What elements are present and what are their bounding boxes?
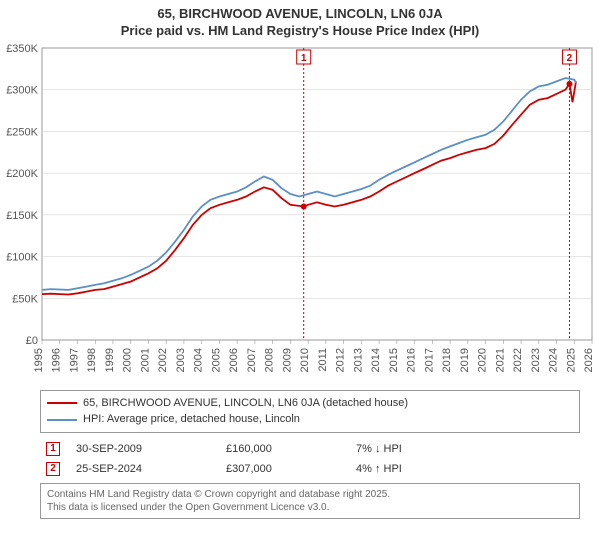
event-row: 2 25-SEP-2024 £307,000 4% ↑ HPI xyxy=(40,459,580,479)
event-delta: 7% ↓ HPI xyxy=(350,439,580,459)
svg-text:2020: 2020 xyxy=(477,348,489,372)
svg-text:2015: 2015 xyxy=(388,348,400,372)
svg-text:2007: 2007 xyxy=(246,348,258,372)
svg-text:£200K: £200K xyxy=(6,168,38,180)
svg-text:2008: 2008 xyxy=(264,348,276,372)
title-line-1: 65, BIRCHWOOD AVENUE, LINCOLN, LN6 0JA xyxy=(0,6,600,23)
svg-text:2025: 2025 xyxy=(565,348,577,372)
svg-text:2022: 2022 xyxy=(512,348,524,372)
footer-attribution: Contains HM Land Registry data © Crown c… xyxy=(40,483,580,519)
svg-text:2024: 2024 xyxy=(548,348,560,372)
events-table: 1 30-SEP-2009 £160,000 7% ↓ HPI 2 25-SEP… xyxy=(40,439,580,479)
event-date: 25-SEP-2024 xyxy=(70,459,220,479)
footer-line-2: This data is licensed under the Open Gov… xyxy=(47,501,573,514)
svg-text:1999: 1999 xyxy=(104,348,116,372)
legend-swatch xyxy=(47,402,77,404)
svg-text:2001: 2001 xyxy=(139,348,151,372)
svg-text:2003: 2003 xyxy=(175,348,187,372)
svg-text:£0: £0 xyxy=(26,335,38,347)
svg-text:£50K: £50K xyxy=(12,293,38,305)
legend-label: HPI: Average price, detached house, Linc… xyxy=(83,411,300,428)
svg-text:2017: 2017 xyxy=(423,348,435,372)
svg-text:£350K: £350K xyxy=(6,43,38,55)
svg-text:2014: 2014 xyxy=(370,348,382,372)
svg-text:2004: 2004 xyxy=(193,348,205,372)
event-marker-icon: 1 xyxy=(46,442,60,456)
legend-item: 65, BIRCHWOOD AVENUE, LINCOLN, LN6 0JA (… xyxy=(47,395,573,412)
svg-text:2011: 2011 xyxy=(317,348,329,372)
chart-area: £0 £50K £100K £150K £200K £250K £300K £350K 1995… xyxy=(0,40,600,390)
legend-item: HPI: Average price, detached house, Linc… xyxy=(47,411,573,428)
footer-line-1: Contains HM Land Registry data © Crown c… xyxy=(47,488,573,501)
svg-text:2013: 2013 xyxy=(352,348,364,372)
svg-text:2019: 2019 xyxy=(459,348,471,372)
svg-text:2021: 2021 xyxy=(494,348,506,372)
svg-text:2005: 2005 xyxy=(210,348,222,372)
svg-text:2023: 2023 xyxy=(530,348,542,372)
event-row: 1 30-SEP-2009 £160,000 7% ↓ HPI xyxy=(40,439,580,459)
chart-svg: £0 £50K £100K £150K £200K £250K £300K £350K 1995… xyxy=(0,40,600,390)
svg-text:£100K: £100K xyxy=(6,251,38,263)
svg-text:2000: 2000 xyxy=(122,348,134,372)
event-date: 30-SEP-2009 xyxy=(70,439,220,459)
svg-text:2006: 2006 xyxy=(228,348,240,372)
svg-text:2016: 2016 xyxy=(406,348,418,372)
svg-text:2026: 2026 xyxy=(583,348,595,372)
svg-text:1998: 1998 xyxy=(86,348,98,372)
legend: 65, BIRCHWOOD AVENUE, LINCOLN, LN6 0JA (… xyxy=(40,390,580,433)
event-price: £307,000 xyxy=(220,459,350,479)
legend-swatch xyxy=(47,419,77,421)
chart-title-block: 65, BIRCHWOOD AVENUE, LINCOLN, LN6 0JA P… xyxy=(0,0,600,40)
event-price: £160,000 xyxy=(220,439,350,459)
svg-text:2012: 2012 xyxy=(335,348,347,372)
svg-text:2009: 2009 xyxy=(281,348,293,372)
legend-label: 65, BIRCHWOOD AVENUE, LINCOLN, LN6 0JA (… xyxy=(83,395,408,412)
svg-text:1995: 1995 xyxy=(33,348,45,372)
svg-text:£150K: £150K xyxy=(6,210,38,222)
svg-text:2010: 2010 xyxy=(299,348,311,372)
svg-text:£300K: £300K xyxy=(6,84,38,96)
svg-text:1997: 1997 xyxy=(68,348,80,372)
event-delta: 4% ↑ HPI xyxy=(350,459,580,479)
svg-text:£250K: £250K xyxy=(6,126,38,138)
svg-text:1: 1 xyxy=(301,53,307,64)
svg-text:2018: 2018 xyxy=(441,348,453,372)
event-marker-icon: 2 xyxy=(46,462,60,476)
title-line-2: Price paid vs. HM Land Registry's House … xyxy=(0,23,600,40)
svg-text:2002: 2002 xyxy=(157,348,169,372)
svg-text:2: 2 xyxy=(567,53,573,64)
svg-text:1996: 1996 xyxy=(51,348,63,372)
